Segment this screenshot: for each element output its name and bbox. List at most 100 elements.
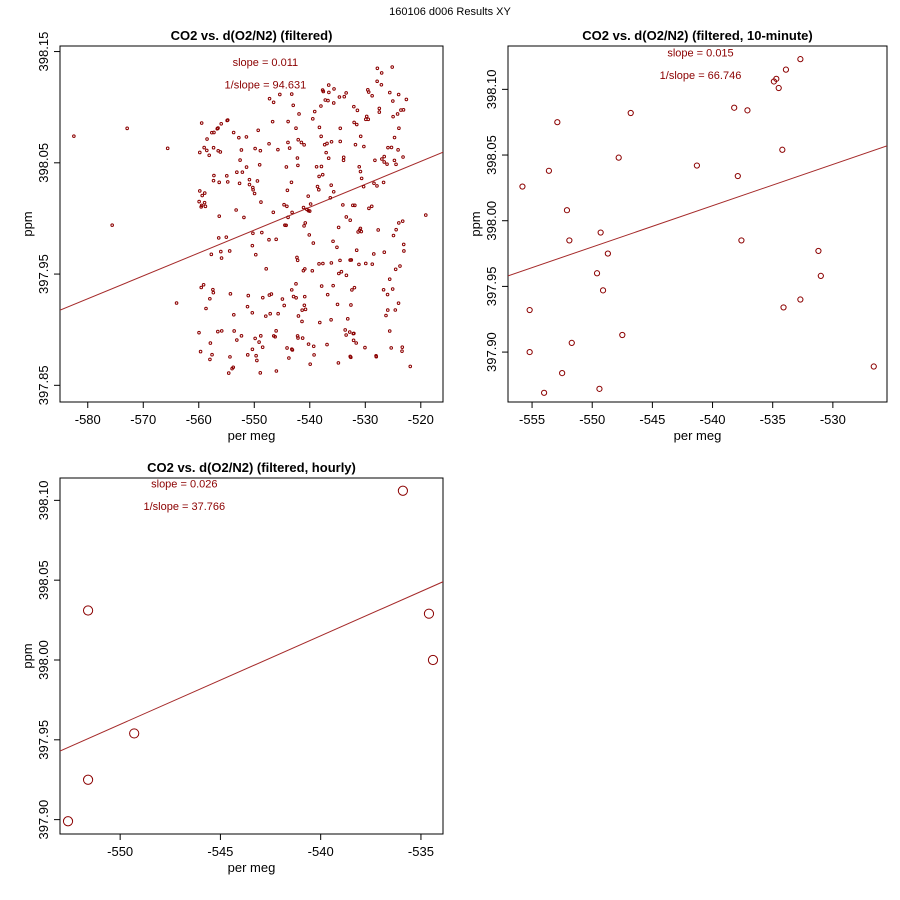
data-point	[382, 154, 387, 159]
data-point	[773, 75, 780, 82]
data-point	[734, 172, 741, 180]
data-point	[208, 296, 212, 301]
data-point	[282, 303, 287, 308]
data-point	[782, 66, 790, 73]
data-point	[363, 345, 367, 350]
data-point	[376, 228, 380, 232]
data-point	[396, 92, 401, 97]
data-point	[336, 361, 341, 365]
data-point	[344, 273, 349, 278]
data-point	[258, 334, 263, 338]
data-point	[526, 348, 533, 356]
data-point	[593, 270, 601, 277]
data-point	[325, 342, 329, 347]
plot-frame	[59, 477, 444, 835]
x-tick-label: -540	[297, 412, 323, 427]
data-point	[260, 295, 265, 300]
data-point	[253, 146, 257, 151]
data-point	[256, 128, 261, 133]
data-point	[224, 174, 229, 178]
data-point	[268, 311, 272, 316]
data-point	[392, 158, 397, 163]
chart-3: CO2 vs. d(O2/N2) (filtered, hourly) -550 -…	[20, 460, 444, 875]
data-point	[387, 277, 392, 281]
data-point	[353, 203, 357, 208]
data-point	[302, 294, 307, 299]
data-point	[319, 284, 324, 288]
data-point	[373, 158, 377, 163]
data-point	[197, 199, 201, 204]
data-point	[197, 150, 202, 155]
x-axis-label: per meg	[674, 428, 722, 443]
data-point	[362, 144, 366, 149]
data-point	[375, 184, 379, 188]
data-point	[253, 252, 258, 257]
data-point	[300, 319, 304, 324]
data-point	[615, 154, 622, 161]
data-point	[326, 83, 331, 87]
data-point	[211, 290, 216, 295]
data-point	[347, 330, 352, 334]
data-point	[199, 205, 203, 209]
data-point	[427, 654, 439, 666]
y-tick-label: 397.95	[36, 720, 51, 760]
data-point	[327, 90, 331, 95]
data-point	[354, 248, 359, 253]
data-marks	[508, 56, 887, 396]
x-tick-label: -555	[519, 412, 545, 427]
data-point	[390, 287, 395, 291]
data-point	[364, 114, 369, 119]
data-point	[244, 165, 249, 169]
data-point	[312, 109, 317, 114]
data-point	[240, 170, 245, 174]
data-point	[276, 311, 280, 316]
data-point	[390, 65, 395, 69]
x-tick-label: -550	[241, 412, 267, 427]
data-point	[290, 348, 295, 352]
data-point	[235, 338, 239, 342]
data-point	[363, 261, 368, 266]
data-point	[263, 314, 268, 318]
data-point	[294, 126, 298, 131]
data-point	[286, 140, 290, 145]
data-point	[870, 363, 877, 370]
data-point	[255, 358, 259, 363]
data-point	[296, 163, 300, 168]
data-point	[357, 164, 362, 169]
data-point	[545, 167, 553, 174]
data-point	[306, 194, 311, 198]
data-point	[202, 191, 207, 195]
data-point	[354, 122, 359, 127]
data-point	[286, 215, 290, 220]
data-point	[374, 354, 378, 358]
data-point	[260, 230, 264, 235]
data-point	[344, 215, 349, 219]
data-point	[219, 256, 224, 260]
data-point	[308, 202, 313, 206]
data-point	[385, 162, 389, 166]
data-point	[315, 184, 320, 189]
data-point	[305, 207, 309, 212]
data-point	[351, 338, 356, 343]
y-axis-label: ppm	[20, 211, 35, 236]
data-point	[255, 179, 260, 183]
data-point	[242, 215, 246, 220]
data-point	[596, 385, 603, 392]
data-point	[258, 148, 263, 153]
data-point	[797, 296, 804, 303]
data-point	[599, 287, 607, 294]
data-point	[397, 485, 408, 496]
data-point	[322, 142, 327, 147]
data-point	[423, 213, 428, 217]
data-point	[336, 271, 341, 276]
x-tick-label: -550	[107, 844, 133, 859]
data-point	[367, 206, 371, 211]
data-point	[228, 355, 232, 359]
data-point	[238, 158, 242, 162]
data-point	[287, 356, 291, 360]
data-point	[204, 148, 209, 153]
data-point	[216, 329, 220, 334]
data-point	[237, 135, 241, 140]
data-point	[303, 307, 308, 312]
x-tick-label: -535	[408, 844, 434, 859]
